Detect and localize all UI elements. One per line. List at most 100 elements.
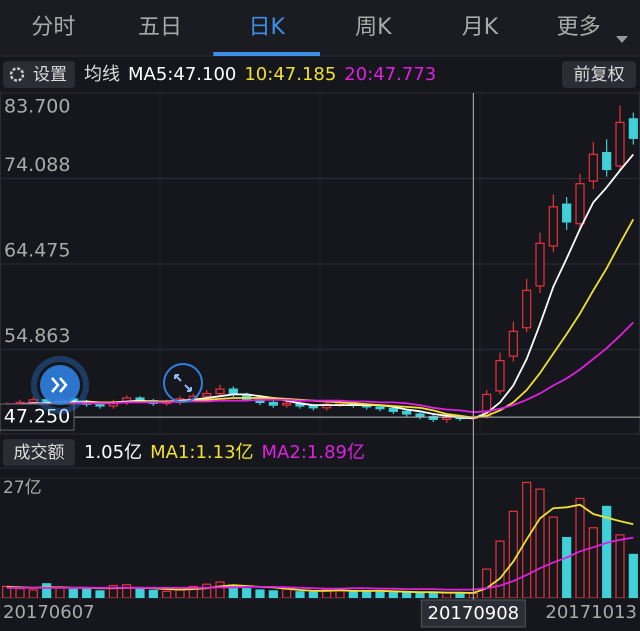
more-dropdown-icon[interactable] (616, 36, 628, 43)
candle-body (548, 206, 558, 247)
candle-body (388, 408, 398, 412)
volume-bar (362, 590, 372, 598)
legend-entry: 10:47.185 (244, 64, 336, 85)
ma-line (6, 321, 634, 414)
candle-body (522, 289, 532, 329)
volume-bar (215, 581, 225, 598)
crosshair-price: 47.250 (4, 406, 70, 428)
volume-bar (95, 590, 105, 598)
volume-bar (148, 589, 158, 598)
tab[interactable]: 日K (248, 15, 285, 40)
tab[interactable]: 月K (462, 15, 499, 40)
volume-bar (535, 488, 545, 598)
crosshair-price-box (0, 403, 75, 431)
volume-bar (575, 497, 585, 598)
candle-body (508, 330, 518, 357)
volume-bar (495, 540, 505, 598)
adjust-label[interactable]: 前复权 (574, 65, 625, 85)
volume-bar (628, 553, 638, 598)
volume-bar (308, 591, 318, 598)
volume-bar (455, 592, 465, 598)
y-tick-label: 74.088 (4, 154, 70, 176)
volume-bar (188, 585, 198, 598)
volume-bar (562, 536, 572, 598)
candles (2, 105, 638, 423)
x-tick-label: 20170607 (3, 602, 95, 623)
volume-bar (42, 583, 52, 598)
volume-bar (548, 516, 558, 598)
volume-bar (55, 586, 65, 598)
volume-bar (108, 584, 118, 598)
ma-label: 均线 (84, 64, 120, 85)
volume-bar (388, 592, 398, 598)
volume-bar (122, 584, 132, 598)
candle-body (535, 242, 545, 287)
volume-bar (135, 588, 145, 598)
candle-body (415, 413, 425, 418)
candle-body (282, 402, 292, 406)
candle-body (602, 151, 612, 171)
volume-bar (482, 568, 492, 598)
candle-body (402, 410, 412, 415)
volume-bar (162, 590, 172, 598)
plot: 83.700 74.088 64.475 54.863 27亿 20170607 20170… (0, 92, 640, 628)
volume-bar (295, 591, 305, 598)
tab[interactable]: 更多 (557, 15, 601, 40)
adjust-button[interactable] (562, 61, 636, 88)
x-tick-label: 20171013 (545, 602, 637, 623)
volume-bar (348, 590, 358, 598)
volume-bar (15, 588, 25, 598)
volume-bar (68, 588, 78, 598)
settings-button[interactable] (3, 61, 75, 88)
tab[interactable]: 五日 (138, 15, 182, 40)
zoom-button[interactable] (163, 363, 203, 403)
volume-tick-label: 27亿 (3, 478, 42, 498)
y-tick-label: 64.475 (4, 239, 70, 261)
candle-body (615, 121, 625, 167)
volume-button[interactable] (3, 439, 75, 466)
y-tick-label: 83.700 (4, 96, 70, 118)
volume-bar (2, 585, 12, 598)
candle-body (308, 405, 318, 409)
candle-body (495, 360, 505, 392)
candle-body (628, 118, 638, 139)
expand-icon (51, 377, 68, 393)
candle-body (95, 403, 105, 407)
y-tick-label: 54.863 (4, 325, 70, 347)
volume-bar (415, 592, 425, 598)
volume-bar (602, 505, 612, 598)
legend-entry: MA1:1.13亿 (150, 442, 253, 463)
expand-button[interactable] (40, 365, 80, 405)
volume-bar (588, 527, 598, 598)
tab[interactable]: 周K (355, 15, 392, 40)
legend-entry: 1.05亿 (84, 442, 142, 463)
crosshair-date: 20170908 (428, 603, 520, 624)
tab-underline (213, 52, 320, 56)
candle-body (268, 401, 278, 406)
volume-bar (242, 588, 252, 598)
volume-bar (255, 589, 265, 598)
candle-body (202, 392, 212, 397)
volume-bar (335, 589, 345, 598)
candle-body (588, 153, 598, 182)
candle-body (562, 203, 572, 223)
candle-body (575, 183, 585, 225)
tab-bar (0, 0, 640, 56)
volume-bar (615, 534, 625, 598)
volume-bar (268, 590, 278, 598)
candle-body (375, 406, 385, 410)
crosshair-date-box (420, 599, 526, 628)
legend-entry: MA5:47.100 (128, 64, 236, 85)
tab[interactable]: 分时 (31, 15, 75, 40)
settings-label[interactable]: 设置 (33, 65, 67, 85)
gear-icon (9, 67, 25, 82)
volume-bar (375, 591, 385, 598)
volume-bar (282, 588, 292, 598)
legend-entry: MA2:1.89亿 (262, 442, 365, 463)
volume-bar (202, 583, 212, 598)
candle-body (442, 416, 452, 420)
volume-label[interactable]: 成交额 (14, 443, 65, 463)
volume-bars (2, 481, 638, 598)
volume-bar (508, 510, 518, 598)
